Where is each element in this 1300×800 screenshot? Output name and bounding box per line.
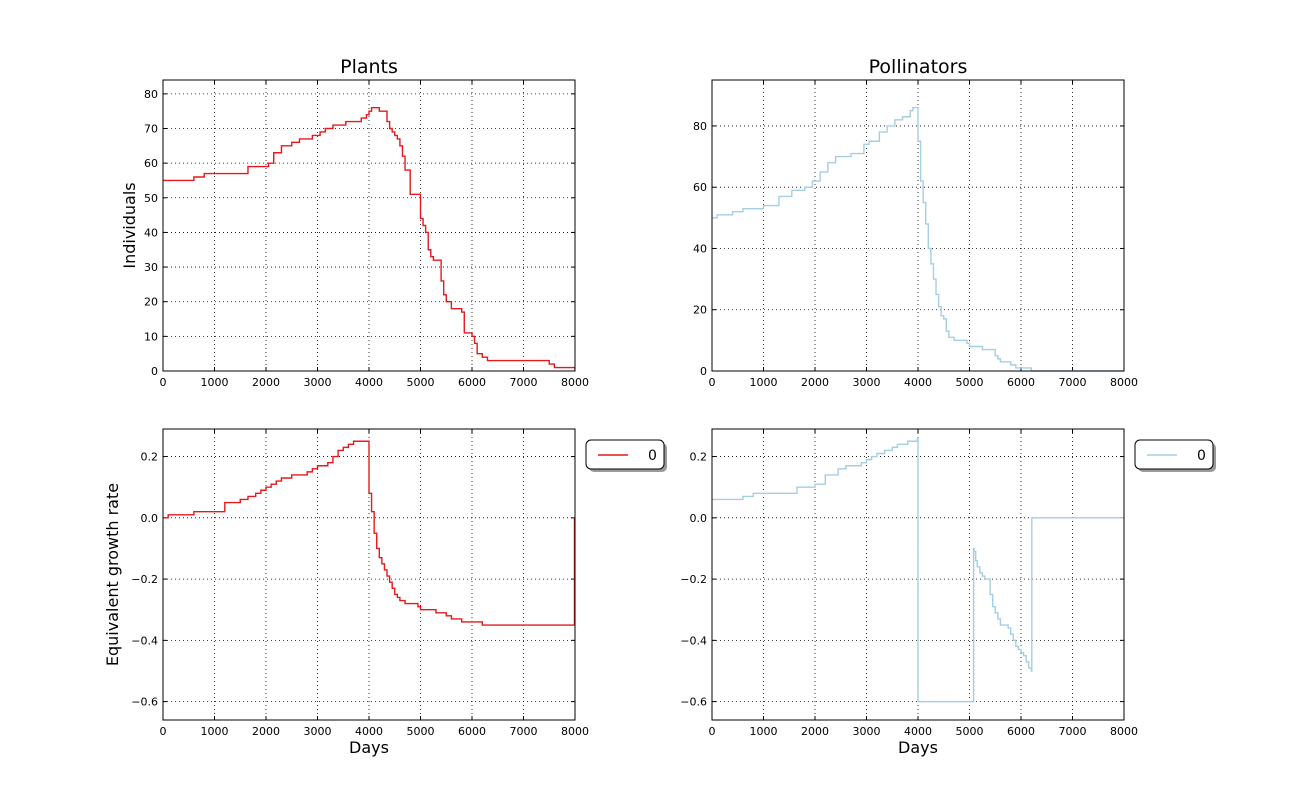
- x-tick-label: 5000: [956, 376, 984, 389]
- x-axis-label: Days: [349, 738, 389, 757]
- chart-title: Plants: [340, 56, 398, 78]
- y-tick-label: 20: [144, 296, 158, 309]
- x-tick-label: 5000: [407, 725, 435, 738]
- y-tick-label: −0.2: [131, 573, 158, 586]
- chart-title: Pollinators: [869, 56, 968, 78]
- y-tick-label: 0: [151, 365, 158, 378]
- legend-label: 0: [648, 448, 657, 464]
- legend: 0: [585, 439, 667, 472]
- x-tick-label: 1000: [750, 725, 778, 738]
- x-tick-label: 8000: [561, 376, 589, 389]
- x-tick-label: 7000: [1059, 725, 1087, 738]
- y-tick-label: 80: [144, 88, 158, 101]
- x-tick-label: 6000: [458, 725, 486, 738]
- y-axis-label: Individuals: [120, 182, 139, 268]
- y-tick-label: 0.0: [141, 512, 159, 525]
- x-tick-label: 7000: [510, 725, 538, 738]
- y-tick-label: 0.2: [141, 451, 159, 464]
- pollinators-growth-chart: 0 1000 2000 3000 4000 5000 6000 7000 8000 −0.6 −0.…: [680, 428, 1216, 757]
- y-axis-label: Equivalent growth rate: [103, 483, 122, 666]
- plants-growth-chart: 0 1000 2000 3000 4000 5000 6000 7000 8000 −0.6 −0.…: [103, 428, 667, 757]
- y-tick-label: 60: [693, 181, 707, 194]
- legend-label: 0: [1197, 448, 1206, 464]
- x-tick-label: 4000: [355, 725, 383, 738]
- x-tick-label: 4000: [355, 376, 383, 389]
- x-tick-label: 3000: [304, 376, 332, 389]
- x-tick-label: 1000: [201, 376, 229, 389]
- y-tick-label: 0.2: [690, 451, 708, 464]
- legend: 0: [1134, 439, 1216, 472]
- series-line-0: [712, 437, 1124, 703]
- x-tick-label: 3000: [853, 725, 881, 738]
- y-tick-label: 80: [693, 120, 707, 133]
- x-tick-label: 0: [709, 725, 716, 738]
- y-tick-label: −0.2: [680, 573, 707, 586]
- x-tick-label: 7000: [510, 376, 538, 389]
- x-tick-label: 3000: [304, 725, 332, 738]
- x-tick-label: 0: [160, 376, 167, 389]
- series-line-0: [163, 107, 575, 371]
- x-tick-label: 8000: [1110, 376, 1138, 389]
- axes-frame: [162, 79, 576, 372]
- x-tick-label: 3000: [853, 376, 881, 389]
- x-axis-label: Days: [898, 738, 938, 757]
- x-tick-label: 5000: [407, 376, 435, 389]
- x-tick-label: 0: [709, 376, 716, 389]
- y-tick-label: 20: [693, 304, 707, 317]
- x-tick-label: 5000: [956, 725, 984, 738]
- y-tick-label: 50: [144, 192, 158, 205]
- series-line-0: [712, 106, 1124, 372]
- y-tick-label: −0.6: [131, 696, 158, 709]
- x-tick-label: 2000: [801, 725, 829, 738]
- x-tick-label: 0: [160, 725, 167, 738]
- x-tick-label: 1000: [750, 376, 778, 389]
- x-tick-label: 7000: [1059, 376, 1087, 389]
- y-tick-label: 40: [693, 242, 707, 255]
- x-tick-label: 6000: [458, 376, 486, 389]
- x-tick-label: 2000: [252, 376, 280, 389]
- x-tick-label: 6000: [1007, 376, 1035, 389]
- x-tick-label: 1000: [201, 725, 229, 738]
- x-tick-label: 2000: [801, 376, 829, 389]
- axes-frame: [162, 428, 576, 721]
- x-tick-label: 8000: [561, 725, 589, 738]
- y-tick-label: −0.4: [680, 634, 707, 647]
- y-tick-label: 60: [144, 157, 158, 170]
- y-tick-label: 30: [144, 261, 158, 274]
- y-tick-label: 0.0: [690, 512, 708, 525]
- y-tick-label: 0: [700, 365, 707, 378]
- y-tick-label: −0.6: [680, 696, 707, 709]
- x-tick-label: 4000: [904, 376, 932, 389]
- y-tick-label: 70: [144, 123, 158, 136]
- plants-individuals-chart: 0 1000 2000 3000 4000 5000 6000 7000 8000 0 10 20 30…: [120, 56, 589, 389]
- x-tick-label: 6000: [1007, 725, 1035, 738]
- y-tick-label: −0.4: [131, 634, 158, 647]
- pollinators-individuals-chart: 0 1000 2000 3000 4000 5000 6000 7000 8000 0 20 40 60…: [693, 56, 1138, 389]
- series-line-0: [163, 440, 575, 626]
- axes-frame: [711, 428, 1125, 721]
- x-tick-label: 2000: [252, 725, 280, 738]
- x-tick-label: 8000: [1110, 725, 1138, 738]
- y-tick-label: 10: [144, 330, 158, 343]
- axes-frame: [711, 79, 1125, 372]
- y-tick-label: 40: [144, 226, 158, 239]
- x-tick-label: 4000: [904, 725, 932, 738]
